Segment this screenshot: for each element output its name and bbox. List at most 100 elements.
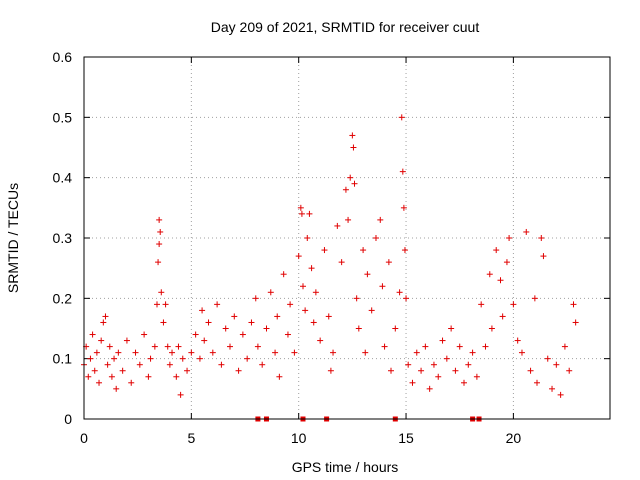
data-point [156,241,163,248]
data-point [372,235,379,241]
y-tick-label: 0.5 [53,109,73,125]
data-point [401,247,408,254]
y-tick-label: 0.4 [53,170,73,186]
data-point [235,367,242,374]
data-point [287,301,294,308]
data-point [334,222,341,229]
data-point [465,361,472,368]
data-point [284,331,291,338]
data-point [136,361,143,368]
x-tick-label: 0 [80,430,88,446]
data-point [362,349,369,356]
data-point [452,367,459,374]
data-point [96,379,103,386]
data-point [128,379,135,386]
data-point [360,247,367,254]
data-point [175,343,182,350]
data-point [538,235,545,241]
data-point [108,373,115,380]
data-point [353,295,360,302]
data-point [422,343,429,350]
data-point [304,235,311,241]
data-point [145,373,152,380]
data-point [338,259,345,266]
data-point [156,216,163,223]
data-point [222,325,229,332]
data-point [514,337,521,344]
y-axis-label: SRMTID / TECUs [5,183,21,293]
data-point [91,367,98,374]
data-point [456,343,463,350]
data-point [347,174,354,181]
data-point [169,349,176,356]
data-point [276,373,283,380]
data-point [205,319,212,326]
data-point [151,343,158,350]
data-point [192,331,199,338]
data-point [291,349,298,356]
data-point [396,289,403,296]
data-point [493,247,500,254]
data-point [267,289,274,296]
data-point [298,210,305,217]
data-point [572,319,579,326]
data-point [280,271,287,278]
y-tick-label: 0.6 [53,49,73,65]
data-point [534,379,541,386]
data-point [259,361,266,368]
data-point [157,228,164,235]
data-point [399,168,406,175]
data-point [381,343,388,350]
data-point [342,186,349,193]
x-tick-label: 15 [398,430,414,446]
data-point [368,307,375,314]
data-point [426,385,433,392]
y-tick-label: 0 [64,411,72,427]
data-point [506,235,513,241]
data-point [350,144,357,151]
data-point [302,307,309,314]
data-point [413,349,420,356]
data-point [297,204,304,211]
data-point [349,132,356,139]
data-point [87,355,94,362]
data-point [179,355,186,362]
grid [84,57,610,419]
data-point [160,319,167,326]
data-point [248,319,255,326]
data-point [312,289,319,296]
data-points [81,114,579,422]
data-point [561,343,568,350]
data-point [478,301,485,308]
data-point [388,367,395,374]
data-point [430,361,437,368]
data-point [385,259,392,266]
data-point [379,283,386,290]
data-point [448,325,455,332]
data-point [218,361,225,368]
y-tick-label: 0.2 [53,290,73,306]
data-point [196,355,203,362]
data-point [93,349,100,356]
data-point [469,349,476,356]
data-point [141,331,148,338]
data-point [327,367,334,374]
data-point [540,253,547,260]
data-point [351,180,358,187]
data-point [518,349,525,356]
data-point [523,228,530,235]
data-point [299,283,306,290]
data-point [252,295,259,302]
data-point [199,307,206,314]
y-tick-label: 0.3 [53,230,73,246]
data-point [364,271,371,278]
data-point [403,295,410,302]
data-point [272,349,279,356]
data-point [306,210,313,217]
data-point [244,355,251,362]
data-point [209,349,216,356]
data-point [499,313,506,320]
data-point [527,367,534,374]
data-point [164,343,171,350]
